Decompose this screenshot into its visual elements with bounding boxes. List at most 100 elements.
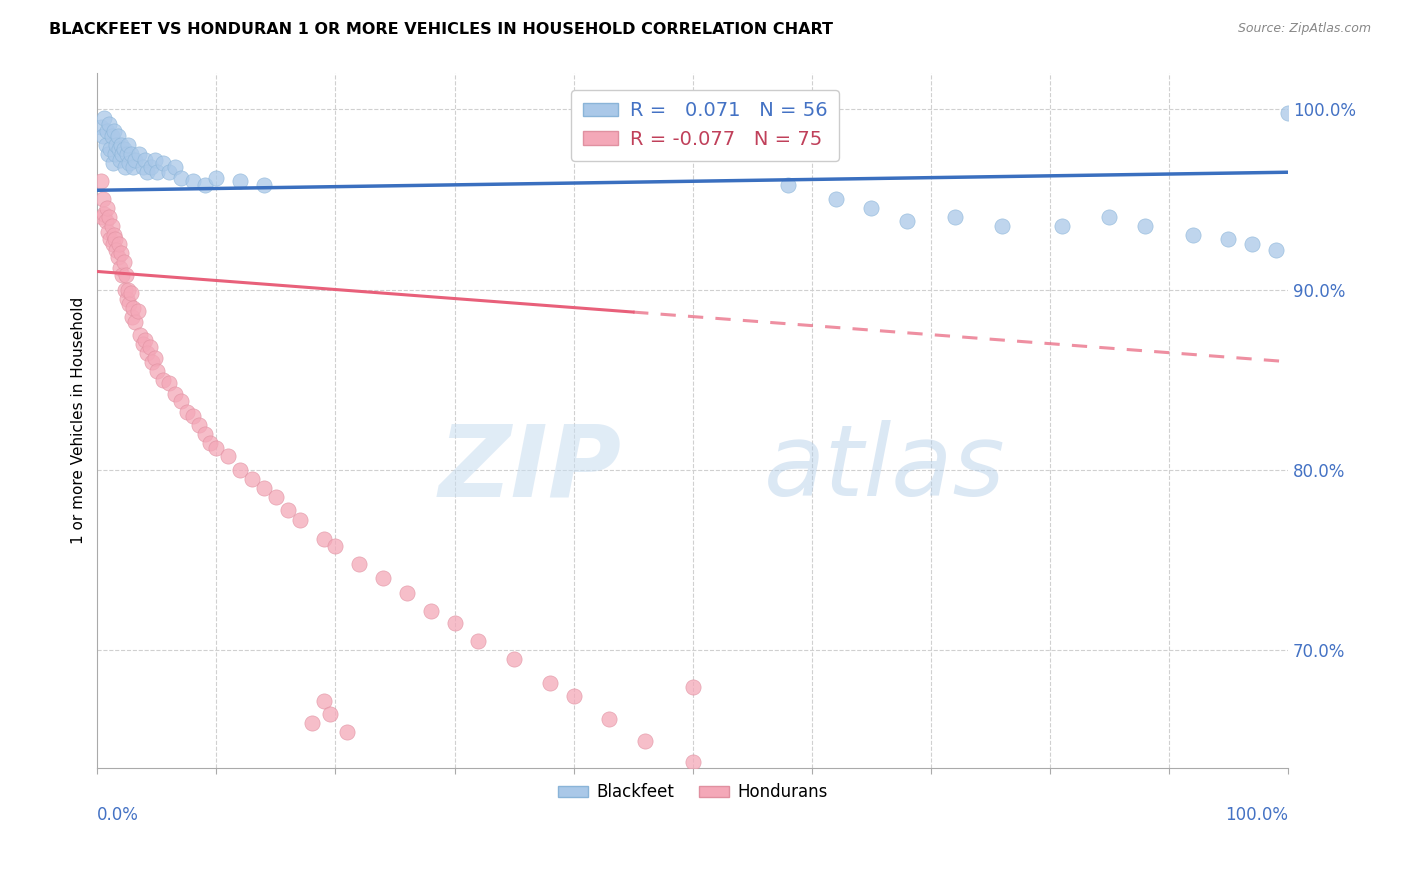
Point [253,481,276,495]
Point [114,160,136,174]
Point [120,286,142,301]
Legend: Blackfeet, Hondurans: Blackfeet, Hondurans [551,777,834,808]
Point [107,142,129,156]
Point [112,255,135,269]
Point [301,715,323,730]
Point [141,354,163,368]
Point [538,676,561,690]
Point [128,147,150,161]
Point [93,207,115,221]
Point [115,292,138,306]
Point [90,120,112,135]
Point [136,165,159,179]
Point [100,232,122,246]
Point [117,138,139,153]
Point [217,449,239,463]
Point [181,174,204,188]
Point [503,652,526,666]
Point [146,364,169,378]
Point [94,214,117,228]
Point [143,351,166,365]
Point [1277,105,1299,120]
Point [325,539,347,553]
Point [312,532,335,546]
Y-axis label: 1 or more Vehicles in Household: 1 or more Vehicles in Household [72,297,86,544]
Point [240,472,263,486]
Point [896,214,918,228]
Point [776,178,799,192]
Point [860,202,883,216]
Point [127,304,149,318]
Point [318,706,340,721]
Text: ZIP: ZIP [439,420,621,517]
Point [1241,237,1264,252]
Point [1050,219,1073,234]
Point [94,138,117,153]
Point [139,340,162,354]
Point [124,153,146,167]
Point [598,712,620,726]
Point [1133,219,1156,234]
Point [682,680,704,694]
Point [181,409,204,423]
Point [122,160,145,174]
Point [101,237,124,252]
Point [104,147,127,161]
Point [170,394,193,409]
Point [108,153,131,167]
Point [105,243,128,257]
Text: atlas: atlas [763,420,1005,517]
Point [312,694,335,708]
Point [824,192,846,206]
Point [146,165,169,179]
Text: 0.0%: 0.0% [97,805,139,824]
Point [110,138,132,153]
Point [108,260,131,275]
Point [193,426,215,441]
Point [115,268,138,282]
Point [97,147,120,161]
Point [200,436,222,450]
Point [97,225,120,239]
Point [91,211,114,225]
Point [187,417,209,432]
Point [277,502,299,516]
Point [93,111,115,125]
Point [170,170,193,185]
Point [96,202,118,216]
Point [111,268,134,282]
Point [163,160,186,174]
Point [264,490,287,504]
Point [1218,232,1240,246]
Point [371,571,394,585]
Point [134,333,156,347]
Point [117,283,139,297]
Point [717,773,740,788]
Point [229,463,252,477]
Point [157,165,180,179]
Point [163,387,186,401]
Point [562,689,585,703]
Point [131,336,153,351]
Point [336,724,359,739]
Point [98,116,121,130]
Point [152,156,174,170]
Point [205,442,228,456]
Point [467,634,489,648]
Point [143,153,166,167]
Point [943,211,966,225]
Point [96,124,118,138]
Point [105,138,128,153]
Point [91,129,114,144]
Point [139,160,162,174]
Point [134,153,156,167]
Point [136,345,159,359]
Point [91,192,114,206]
Point [131,160,153,174]
Point [193,178,215,192]
Point [349,557,371,571]
Point [90,174,112,188]
Point [124,315,146,329]
Point [443,616,465,631]
Point [103,124,125,138]
